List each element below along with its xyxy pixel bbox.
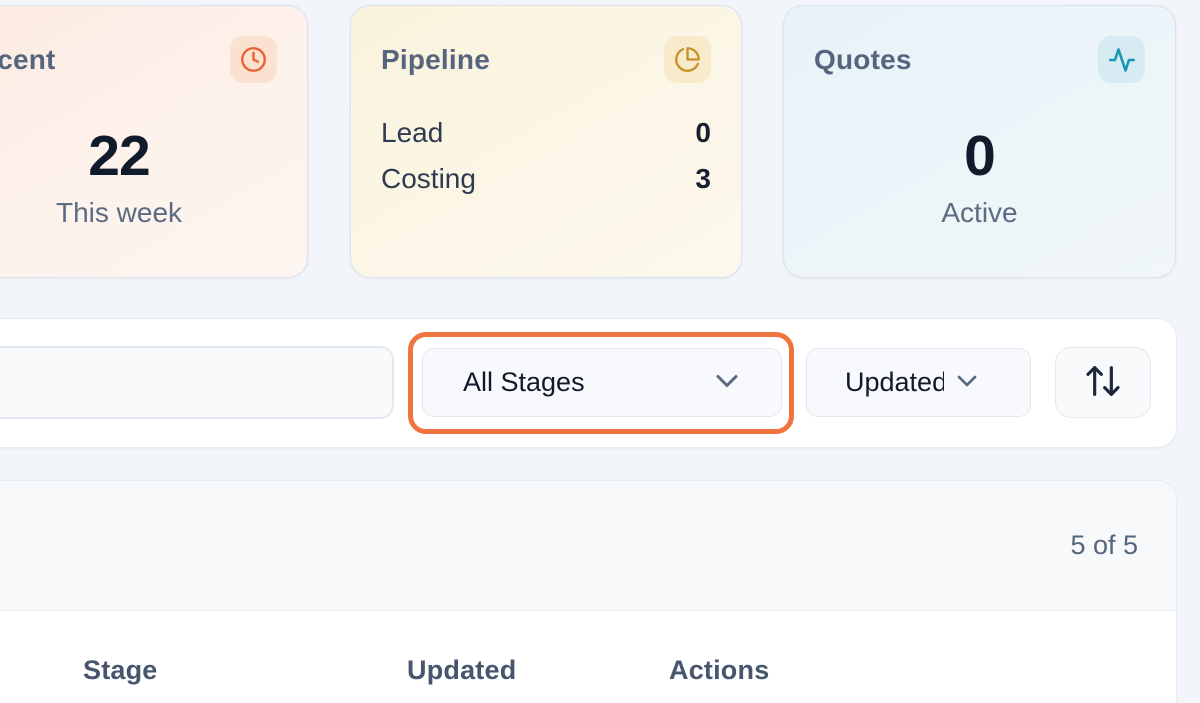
- card-header: Recent: [0, 36, 277, 83]
- card-body: 0 Active: [814, 125, 1145, 229]
- clock-icon: [230, 36, 277, 83]
- update-filter-value: Updated: [845, 367, 944, 397]
- stat-card-recent: Recent 22 This week: [0, 5, 308, 278]
- column-header-updated[interactable]: Updated: [407, 655, 517, 685]
- update-filter-select[interactable]: Updated: [806, 348, 1031, 417]
- filter-toolbar: All Stages Updated: [0, 318, 1177, 448]
- card-header: Pipeline: [381, 36, 711, 83]
- recent-card-title: Recent: [0, 43, 56, 75]
- pipeline-card-title: Pipeline: [381, 43, 490, 75]
- stage-count: 3: [695, 163, 711, 194]
- pie-chart-icon: [664, 36, 711, 83]
- sort-button[interactable]: [1055, 347, 1151, 418]
- results-table-card: 5 of 5 Stage Updated Actions: [0, 480, 1177, 703]
- pipeline-row-costing: Costing 3: [381, 163, 711, 195]
- quotes-count-label: Active: [941, 196, 1018, 228]
- stage-filter-select[interactable]: All Stages: [422, 348, 782, 417]
- pipeline-row-lead: Lead 0: [381, 117, 711, 149]
- stage-label: Costing: [381, 163, 476, 194]
- result-count: 5 of 5: [1070, 530, 1138, 560]
- activity-icon: [1098, 36, 1145, 83]
- stage-count: 0: [695, 117, 711, 148]
- stat-card-pipeline: Pipeline Lead 0 Costing 3: [350, 5, 742, 278]
- recent-count-value: 22: [88, 124, 150, 188]
- chevron-down-icon: [709, 363, 745, 402]
- search-input[interactable]: [0, 346, 394, 419]
- stage-label: Lead: [381, 117, 444, 148]
- card-header: Quotes: [814, 36, 1145, 83]
- chevron-down-icon: [951, 365, 983, 400]
- table-toolbar: 5 of 5: [0, 481, 1176, 611]
- quotes-count-value: 0: [964, 124, 996, 188]
- quotes-card-title: Quotes: [814, 43, 912, 75]
- stage-filter-value: All Stages: [463, 367, 585, 397]
- recent-count-label: This week: [55, 196, 183, 228]
- arrow-up-down-icon: [1083, 361, 1123, 404]
- card-body: 22 This week: [0, 125, 277, 229]
- column-header-actions: Actions: [669, 655, 770, 685]
- column-header-stage[interactable]: Stage: [83, 655, 158, 685]
- stat-card-quotes: Quotes 0 Active: [783, 5, 1176, 278]
- pipeline-stage-list: Lead 0 Costing 3: [381, 117, 711, 195]
